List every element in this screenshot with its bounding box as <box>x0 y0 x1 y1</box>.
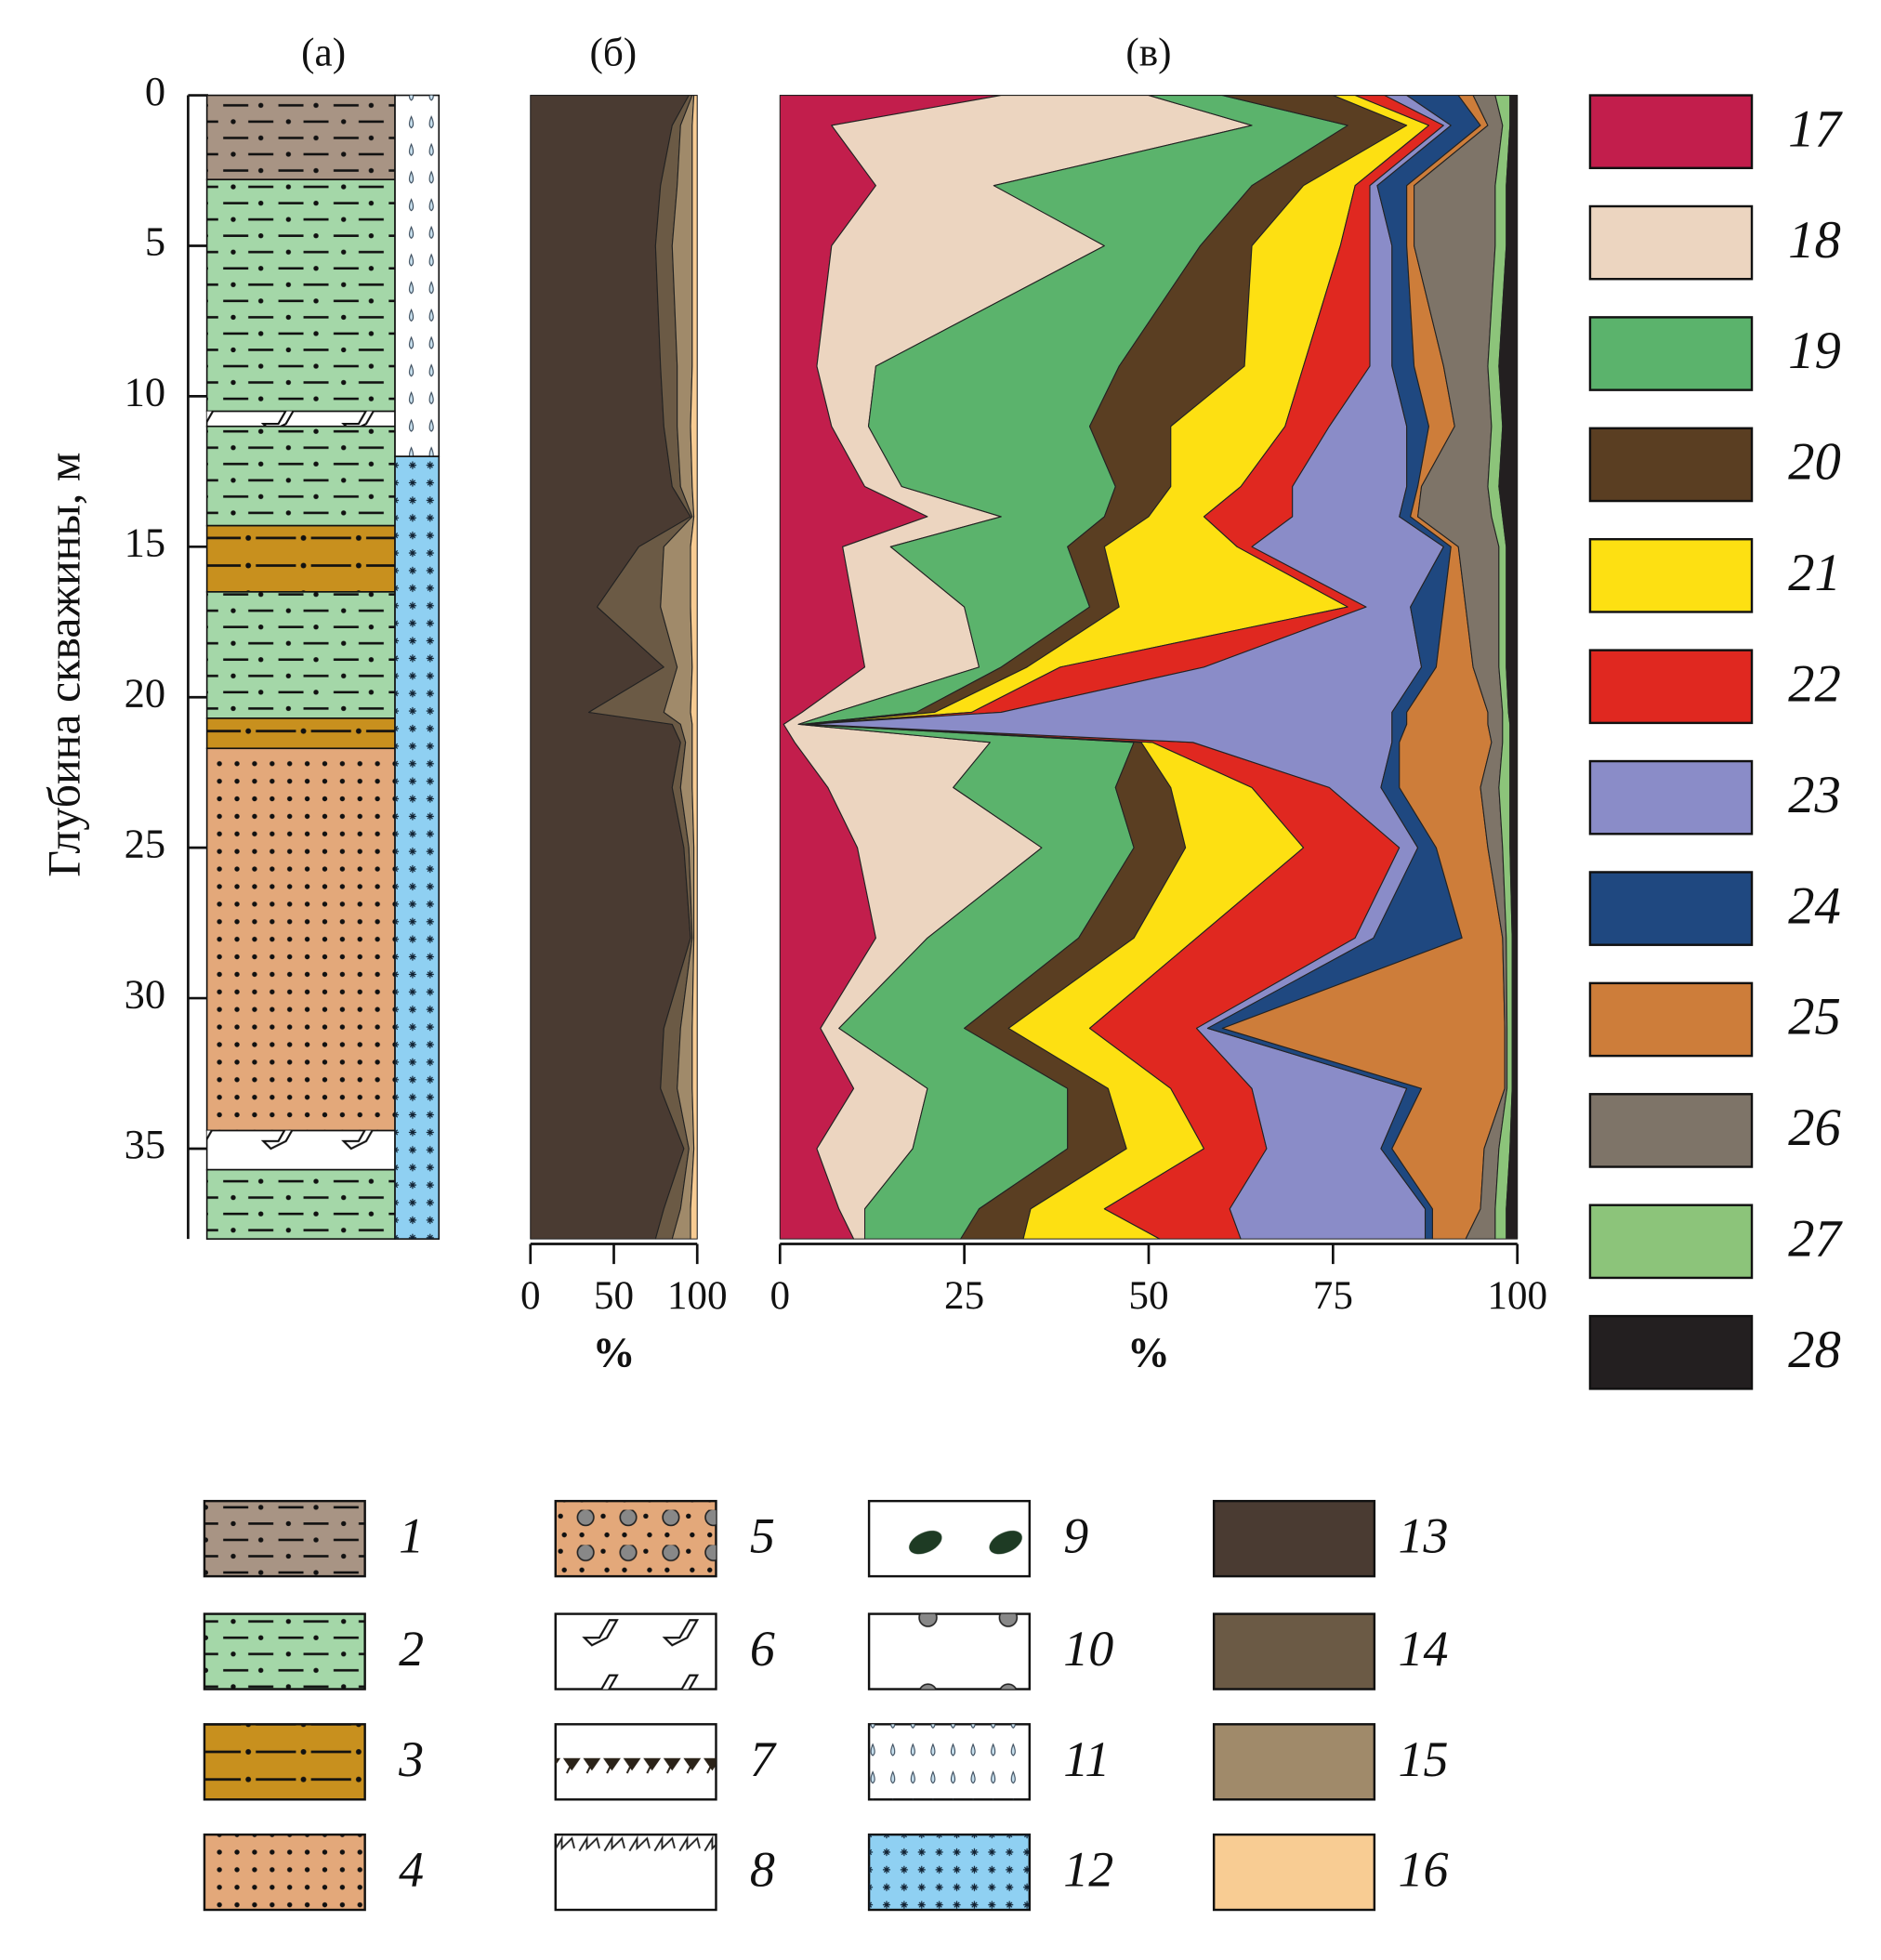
legend-pattern <box>204 1613 365 1690</box>
area-segment <box>690 95 698 1240</box>
layer-pattern <box>206 717 396 749</box>
legend-label: 18 <box>1788 212 1841 270</box>
y-tick-label: 5 <box>145 218 165 265</box>
legend-swatch <box>1588 871 1754 946</box>
legend-label: 8 <box>750 1842 775 1898</box>
y-tick-label: 0 <box>145 68 165 114</box>
panel-title: (б) <box>589 32 637 75</box>
x-tick-label: 100 <box>667 1274 728 1318</box>
legend-swatch <box>1588 981 1754 1058</box>
legend-label: 25 <box>1788 989 1841 1046</box>
legend-pattern <box>869 1724 1030 1800</box>
legend-swatch <box>1588 537 1754 613</box>
legend-label: 10 <box>1063 1621 1113 1677</box>
legend-label: 9 <box>1063 1508 1088 1564</box>
legend-swatch <box>1212 1723 1376 1801</box>
x-tick-label: 0 <box>770 1274 790 1318</box>
x-tick-label: 50 <box>594 1274 634 1318</box>
legend-swatch <box>1588 649 1754 725</box>
legend-swatch <box>1588 316 1754 391</box>
layer-pattern <box>206 1169 396 1240</box>
legend-pattern <box>555 1835 717 1911</box>
legend-label: 11 <box>1063 1731 1110 1787</box>
area-segment <box>1498 95 1519 1240</box>
legend-swatch <box>1588 759 1754 835</box>
y-tick-label: 10 <box>125 369 166 415</box>
legend-label: 17 <box>1788 100 1843 158</box>
legend-swatch <box>1588 94 1754 170</box>
legend-label: 23 <box>1788 767 1841 824</box>
legend-label: 28 <box>1788 1322 1841 1379</box>
legend-swatch <box>1588 1314 1754 1390</box>
layer-pattern <box>395 95 440 457</box>
legend-label: 4 <box>399 1842 424 1898</box>
legend-label: 7 <box>750 1731 777 1787</box>
legend-pattern <box>204 1724 365 1800</box>
legend-label: 3 <box>398 1731 424 1787</box>
panel-title: (в) <box>1125 32 1171 75</box>
legend-label: 21 <box>1788 545 1841 602</box>
legend-label: 15 <box>1399 1731 1449 1787</box>
legend-label: 16 <box>1399 1842 1449 1898</box>
panel-title: (а) <box>301 32 346 75</box>
legend-label: 2 <box>399 1621 424 1677</box>
legend-pattern <box>555 1613 717 1690</box>
y-tick-label: 30 <box>125 970 166 1017</box>
layer-pattern <box>206 95 396 180</box>
layer-pattern <box>206 591 396 718</box>
y-tick-label: 35 <box>125 1121 166 1167</box>
legend-pattern <box>869 1835 1030 1911</box>
legend-pattern <box>204 1835 365 1911</box>
legend-swatch <box>1212 1612 1376 1690</box>
legend-label: 20 <box>1788 434 1841 492</box>
legend-swatch <box>1588 1204 1754 1280</box>
legend-pattern <box>555 1501 717 1577</box>
x-tick-label: 0 <box>520 1274 541 1318</box>
y-tick-label: 20 <box>125 669 166 716</box>
legend-label: 19 <box>1788 322 1841 380</box>
legend-swatch <box>1212 1499 1376 1578</box>
layer-pattern <box>206 179 396 412</box>
legend-label: 12 <box>1063 1842 1113 1898</box>
x-tick-label: 25 <box>944 1274 984 1318</box>
legend-swatch <box>1588 427 1754 503</box>
y-tick-label: 25 <box>125 820 166 866</box>
x-tick-label: 50 <box>1128 1274 1168 1318</box>
layer-pattern <box>206 1130 396 1170</box>
legend-label: 1 <box>399 1508 424 1564</box>
legend-label: 6 <box>750 1621 775 1677</box>
y-tick-label: 15 <box>125 520 166 566</box>
legend-label: 5 <box>750 1508 775 1564</box>
legend-label: 27 <box>1788 1211 1843 1269</box>
legend-swatch <box>1212 1833 1376 1912</box>
x-tick-label: 100 <box>1487 1274 1547 1318</box>
legend-swatch <box>1588 1093 1754 1168</box>
layer-pattern <box>206 426 396 526</box>
legend-label: 13 <box>1399 1508 1449 1564</box>
y-axis-label: Глубина скважины, м <box>39 453 90 877</box>
legend-pattern <box>204 1501 365 1577</box>
legend-label: 24 <box>1788 877 1841 935</box>
layer-pattern <box>206 748 396 1131</box>
legend-label: 14 <box>1399 1621 1449 1677</box>
layer-pattern <box>395 456 440 1240</box>
legend-pattern <box>869 1613 1030 1690</box>
legend-label: 22 <box>1788 655 1841 713</box>
legend-label: 26 <box>1788 1099 1841 1157</box>
legend-pattern <box>555 1724 717 1800</box>
x-tick-label: 75 <box>1313 1274 1353 1318</box>
layer-pattern <box>206 411 396 427</box>
legend-pattern <box>869 1501 1030 1577</box>
layer-pattern <box>206 525 396 592</box>
x-axis-label: % <box>593 1329 636 1376</box>
legend-swatch <box>1588 204 1754 281</box>
x-axis-label: % <box>1127 1329 1170 1376</box>
